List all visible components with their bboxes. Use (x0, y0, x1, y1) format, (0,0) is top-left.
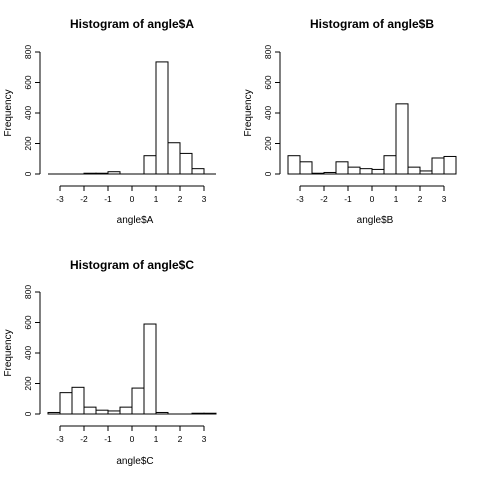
histogram-bar (83, 406, 97, 415)
x-tick-label: -3 (56, 434, 64, 444)
histogram-bar (287, 155, 301, 175)
y-tick-label: 400 (23, 106, 33, 120)
x-tick-label: 3 (202, 194, 207, 204)
y-tick-label: 800 (23, 45, 33, 59)
histogram-bar (59, 392, 73, 415)
x-axis-label: angle$C (116, 456, 153, 467)
histogram-bar (395, 103, 409, 175)
x-tick-label: -2 (80, 434, 88, 444)
y-axis-label: Frequency (243, 89, 254, 136)
x-axis-label: angle$B (357, 215, 394, 226)
y-tick-label: 400 (23, 346, 33, 360)
x-tick-label: -2 (80, 194, 88, 204)
x-tick-label: 3 (442, 194, 447, 204)
y-tick-label: 0 (23, 171, 33, 176)
x-tick-label: 0 (370, 194, 375, 204)
x-tick-label: 3 (202, 434, 207, 444)
x-tick-label: 1 (394, 194, 399, 204)
histogram-panel-3: Histogram of angle$C -3 -2 -1 0 1 2 3 0 200 400 600… (3, 258, 217, 467)
histogram-panel-2: Histogram of angle$B -3 -2 -1 0 1 2 3 0 200 400 600… (243, 17, 457, 226)
y-tick-label: 600 (23, 315, 33, 329)
histogram-bar (95, 409, 109, 415)
histogram-bar (71, 386, 85, 415)
histogram-bar (443, 155, 457, 175)
y-tick-label: 400 (263, 106, 273, 120)
histogram-bar (143, 155, 157, 175)
x-tick-label: -2 (320, 194, 328, 204)
x-tick-label: 2 (178, 434, 183, 444)
y-axis-label: Frequency (3, 89, 14, 136)
x-tick-label: -1 (104, 434, 112, 444)
histogram-bar (155, 61, 169, 175)
histogram-bar (359, 168, 373, 175)
histogram-bar (371, 168, 385, 175)
histogram-bar (179, 152, 193, 175)
y-tick-label: 200 (23, 376, 33, 390)
y-tick-label: 0 (23, 411, 33, 416)
x-tick-label: -3 (56, 194, 64, 204)
x-tick-label: -3 (296, 194, 304, 204)
y-tick-label: 200 (23, 136, 33, 150)
histogram-bar (431, 157, 445, 175)
chart-title: Histogram of angle$B (310, 17, 434, 31)
histogram-bar (191, 168, 205, 175)
x-tick-label: 0 (130, 434, 135, 444)
y-tick-label: 800 (23, 285, 33, 299)
x-tick-label: 2 (418, 194, 423, 204)
y-tick-label: 0 (263, 171, 273, 176)
chart-title: Histogram of angle$A (70, 17, 194, 31)
y-tick-label: 600 (263, 75, 273, 89)
histogram-bar (299, 161, 313, 175)
histogram-panel-1: Histogram of angle$A -3 -2 -1 0 1 2 3 0 200 400 600… (3, 17, 216, 226)
histogram-bar (407, 166, 421, 175)
histogram-bar (335, 161, 349, 175)
y-tick-label: 800 (263, 45, 273, 59)
x-tick-label: 0 (130, 194, 135, 204)
histogram-bar (383, 155, 397, 175)
y-tick-label: 200 (263, 136, 273, 150)
histogram-bar (347, 166, 361, 175)
x-axis-label: angle$A (117, 215, 154, 226)
x-tick-label: 2 (178, 194, 183, 204)
histogram-bar (119, 406, 133, 415)
y-axis-label: Frequency (3, 329, 14, 376)
histogram-bar (131, 387, 145, 415)
histogram-bar (167, 142, 181, 175)
histogram-bar (143, 323, 157, 415)
x-tick-label: -1 (344, 194, 352, 204)
chart-title: Histogram of angle$C (70, 258, 194, 272)
x-tick-label: -1 (104, 194, 112, 204)
y-tick-label: 600 (23, 75, 33, 89)
x-tick-label: 1 (154, 194, 159, 204)
x-tick-label: 1 (154, 434, 159, 444)
